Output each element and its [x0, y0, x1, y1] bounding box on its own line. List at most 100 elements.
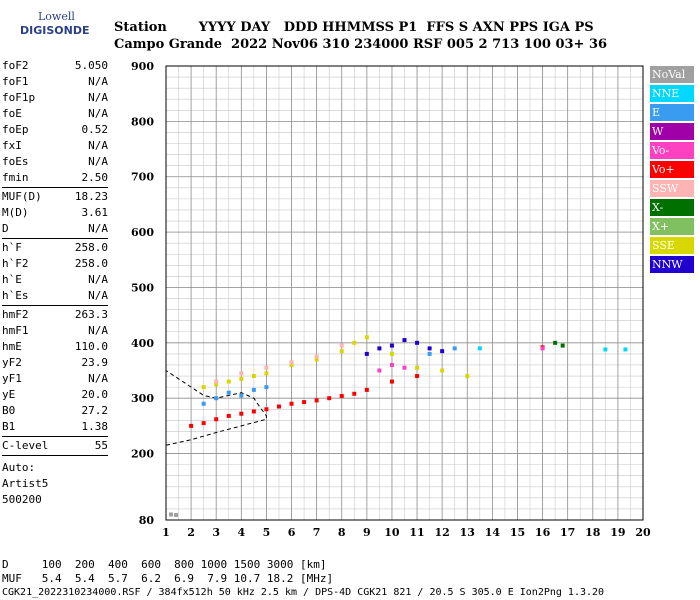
param-row: fxI N/A [2, 138, 108, 154]
legend-item: SSW [650, 180, 694, 197]
data-point [289, 362, 294, 367]
param-row: fmin 2.50 [2, 170, 108, 186]
data-point [201, 421, 206, 426]
data-point [440, 349, 445, 354]
legend-item: SSE [650, 237, 694, 254]
param-row: B0 27.2 [2, 403, 108, 419]
x-tick-label: 13 [460, 526, 475, 539]
data-point [465, 374, 470, 379]
param-row: h`F2 258.0 [2, 256, 108, 272]
auto-artist: Artist5 [2, 477, 49, 490]
x-tick-label: 18 [585, 526, 601, 539]
data-point [314, 357, 319, 362]
legend-item: X- [650, 199, 694, 216]
y-tick-label: 600 [131, 226, 154, 239]
data-point [477, 346, 482, 351]
param-row: yF2 23.9 [2, 355, 108, 371]
data-point [289, 360, 294, 365]
data-point [214, 417, 219, 422]
x-tick-label: 10 [384, 526, 400, 539]
divider [2, 238, 108, 239]
data-point [452, 346, 457, 351]
param-name: yF1 [2, 372, 22, 385]
param-name: foEp [2, 123, 29, 136]
legend-item: NNE [650, 85, 694, 102]
legend: NoVal NNE E W Vo- Vo+ SSW X- X+ SSE NNW [650, 66, 694, 275]
data-point [264, 371, 269, 376]
data-point [264, 365, 269, 370]
data-point [440, 368, 445, 373]
y-tick-label: 300 [131, 392, 154, 405]
x-tick-label: 7 [313, 526, 321, 539]
data-point [174, 513, 179, 518]
y-tick-label: 900 [131, 60, 154, 73]
param-name: h`F2 [2, 257, 29, 270]
param-value: N/A [88, 91, 108, 104]
param-name: hmE [2, 340, 22, 353]
x-tick-label: 14 [485, 526, 501, 539]
param-value: N/A [88, 107, 108, 120]
param-row: hmE 110.0 [2, 339, 108, 355]
param-row: yE 20.0 [2, 387, 108, 403]
divider [2, 455, 108, 456]
param-value: 5.050 [74, 59, 108, 72]
y-tick-label: 80 [139, 514, 155, 527]
divider [2, 436, 108, 437]
y-tick-label: 700 [131, 171, 154, 184]
param-value: 258.0 [74, 241, 108, 254]
param-value: 263.3 [74, 308, 108, 321]
param-row: hmF2 263.3 [2, 307, 108, 323]
data-point [339, 343, 344, 348]
data-point [402, 365, 407, 370]
data-point [415, 340, 420, 345]
param-value: 3.61 [81, 206, 109, 219]
legend-item: Vo+ [650, 161, 694, 178]
param-value: 55 [94, 439, 108, 452]
data-point [239, 393, 244, 398]
data-point [352, 340, 357, 345]
footer-file-info: CGK21_2022310234000.RSF / 384fx512h 50 k… [2, 587, 605, 598]
param-name: yF2 [2, 356, 22, 369]
param-row: h`F 258.0 [2, 240, 108, 256]
data-point [302, 400, 307, 405]
param-row: MUF(D) 18.23 [2, 189, 108, 205]
data-point [201, 401, 206, 406]
param-group-2: MUF(D) 18.23 M(D) 3.61 D N/A [2, 189, 108, 237]
y-tick-label: 800 [131, 115, 154, 128]
param-group-3: h`F 258.0 h`F2 258.0 h`E N/A h`Es N/A [2, 240, 108, 304]
logo-line2: DIGISONDE [20, 24, 90, 37]
param-group-5: C-level 55 [2, 438, 108, 454]
param-name: foEs [2, 155, 29, 168]
data-point [415, 365, 420, 370]
footer-muf-row: MUF 5.4 5.4 5.7 6.2 6.9 7.9 10.7 18.2 [M… [2, 572, 334, 585]
legend-item: W [650, 123, 694, 140]
data-point [389, 362, 394, 367]
data-point [603, 347, 608, 352]
param-row: foF1p N/A [2, 90, 108, 106]
x-tick-label: 4 [237, 526, 245, 539]
param-row: M(D) 3.61 [2, 205, 108, 221]
param-name: hmF1 [2, 324, 29, 337]
x-tick-label: 19 [610, 526, 625, 539]
data-point [389, 379, 394, 384]
divider [2, 305, 108, 306]
data-point [276, 404, 281, 409]
data-point [352, 391, 357, 396]
param-value: N/A [88, 222, 108, 235]
profile-curve [165, 370, 267, 446]
data-point [427, 346, 432, 351]
param-value: 110.0 [74, 340, 108, 353]
param-value: 18.23 [74, 190, 108, 203]
param-value: 20.0 [81, 388, 109, 401]
param-value: 0.52 [81, 123, 109, 136]
param-name: foF1p [2, 91, 36, 104]
x-tick-label: 12 [435, 526, 450, 539]
data-point [560, 343, 565, 348]
param-value: N/A [88, 75, 108, 88]
data-point [264, 385, 269, 390]
x-tick-label: 8 [338, 526, 346, 539]
header-line2: Campo Grande 2022 Nov06 310 234000 RSF 0… [114, 37, 608, 52]
param-value: N/A [88, 289, 108, 302]
header-line1: Station YYYY DAY DDD HHMMSS P1 FFS S AXN… [114, 20, 594, 35]
